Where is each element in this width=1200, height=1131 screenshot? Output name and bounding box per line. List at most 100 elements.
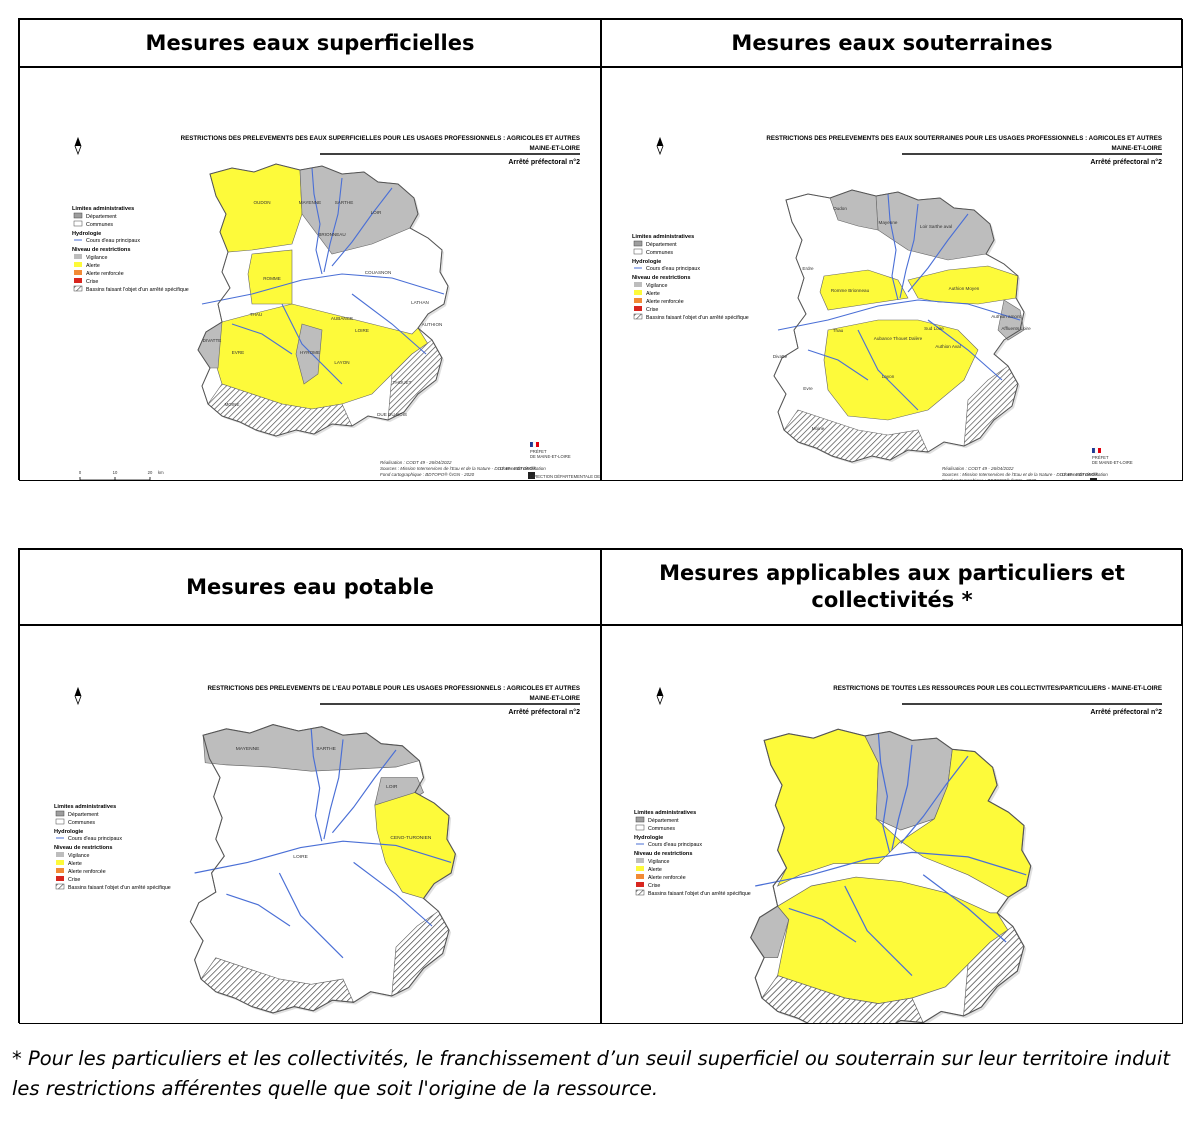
north-arrow-icon [656,686,664,706]
legend-item: Alerte renforcée [648,875,686,881]
legend-item: Crise [68,877,80,883]
place-label: Erdre [802,266,814,271]
bottom-panels: Mesures eau potable Mesures applicables … [18,548,1183,1024]
river-line [323,739,344,840]
river-line [201,273,445,305]
place-label: AUTHION [422,322,443,327]
legend-item: Département [86,214,117,220]
place-label: Loir Sarthe aval [920,224,952,229]
river-line [353,861,433,927]
river-line [281,303,343,385]
place-label: DIVATTE [203,338,222,343]
scale-label: 10 [681,480,686,481]
place-label: Authion Aval [935,344,960,349]
legend-heading: Hydrologie [72,231,101,237]
legend-swatch-bassins [73,285,83,292]
legend-item: Cours d'eau principaux [68,836,122,842]
north-arrow-icon [656,136,664,156]
river-line [311,167,323,275]
place-label: LOIR [386,784,398,790]
prefet-text: PRÉFET [1092,455,1109,460]
legend-item: Alerte [646,291,660,297]
flag-white [1094,447,1099,454]
place-label: Mayenne [879,220,898,225]
place-label: LOIR [371,210,382,215]
legend-item: Crise [646,307,658,313]
flag-red [1098,448,1101,453]
licence-icon [528,472,535,479]
river-line [310,728,323,842]
map-subtitle: MAINE-ET-LOIRE [529,145,580,152]
place-label: Moine [812,426,825,431]
river-line [194,840,452,874]
river-line [788,907,857,943]
legend-item: Bassins faisant l'objet d'un arrêté spéc… [86,287,189,293]
heading-text: Mesures eaux souterraines [731,30,1053,55]
place-label: EVRE [232,350,245,355]
prefet-text: DE MAINE-ET-LOIRE [1092,460,1133,465]
map-title: RESTRICTIONS DES PRELEVEMENTS DE L'EAU P… [207,685,580,692]
legend-item: Département [646,242,677,248]
legend-item: Communes [648,826,675,832]
legend-item: Communes [86,222,113,228]
legend-item: Département [68,812,99,818]
place-label: Sud Loire [924,326,944,331]
scale-bar: 0 10 20 km [79,470,164,480]
river-line [278,872,344,959]
legend-swatch [74,278,82,283]
river-line [231,323,293,355]
map-figure: RESTRICTIONS DES PRELEVEMENTS DES EAUX S… [72,135,600,480]
legend-item: Vigilance [648,859,669,865]
department-border [750,728,1032,1023]
map-souterraines: RESTRICTIONS DES PRELEVEMENTS DES EAUX S… [601,67,1183,481]
flag-red [536,442,539,447]
river-line [755,851,1027,887]
scale-label: 20 [716,480,721,481]
heading-text: Mesures applicables aux particuliers et … [659,561,1125,612]
legend-heading: Niveau de restrictions [54,845,112,851]
legend-item: Cours d'eau principaux [86,238,140,244]
place-label: COUASNON [365,270,392,275]
legend-swatch [56,876,64,881]
zone-oudon [209,163,303,253]
place-label: Authion amont [991,314,1021,319]
place-label: BRIONNEAU [318,232,345,237]
place-label: Oudon [833,206,847,211]
heading-souterraines: Mesures eaux souterraines [601,19,1183,67]
place-label: OUDON [253,200,270,205]
legend-swatch-communes [55,818,65,825]
legend-swatch [634,290,642,295]
credit-line: Réalisation : CODT 49 - 26/04/2022 [942,466,1014,471]
legend-heading: Niveau de restrictions [634,851,692,857]
river-line [900,755,969,844]
zone-layon-alerte [823,319,979,421]
department-map [750,728,1033,1023]
map-subtitle: MAINE-ET-LOIRE [1111,145,1162,152]
river-line [907,213,969,293]
place-label: Divatte [773,354,788,359]
legend-item: Alerte renforcée [646,299,684,305]
heading-text: Mesures eaux superficielles [145,30,475,55]
zone-hyrome [295,323,323,385]
legend-heading: Limites administratives [634,810,696,816]
map-title: RESTRICTIONS DE TOUTES LES RESSOURCES PO… [833,685,1162,692]
legend-swatch [74,254,82,259]
river-line [331,187,393,267]
legend-item: Vigilance [68,853,89,859]
map-title: RESTRICTIONS DES PRELEVEMENTS DES EAUX S… [766,135,1162,142]
prefet-text: PRÉFET [530,449,547,454]
place-label: CENO-TURONIEN [390,835,432,841]
flag-blue [1092,448,1095,453]
place-label: ROMME [263,276,281,281]
legend-item: Cours d'eau principaux [648,842,702,848]
place-label: Affluents Loire [1001,326,1031,331]
legend-item: Alerte renforcée [68,869,106,875]
department-map: MAYENNE SARTHE LOIR CENO-TURONIEN LOIRE [189,724,458,1016]
prefet-text: DE MAINE-ET-LOIRE [530,454,571,459]
direction-text: DIRECTION DÉPARTEMENTALE DES TERRITOIRES [1092,480,1183,481]
legend-heading: Niveau de restrictions [72,247,130,253]
place-label: AUBANCE [331,316,353,321]
legend-item: Bassins faisant l'objet d'un arrêté spéc… [68,885,171,891]
place-label: SARTHE [335,200,354,205]
